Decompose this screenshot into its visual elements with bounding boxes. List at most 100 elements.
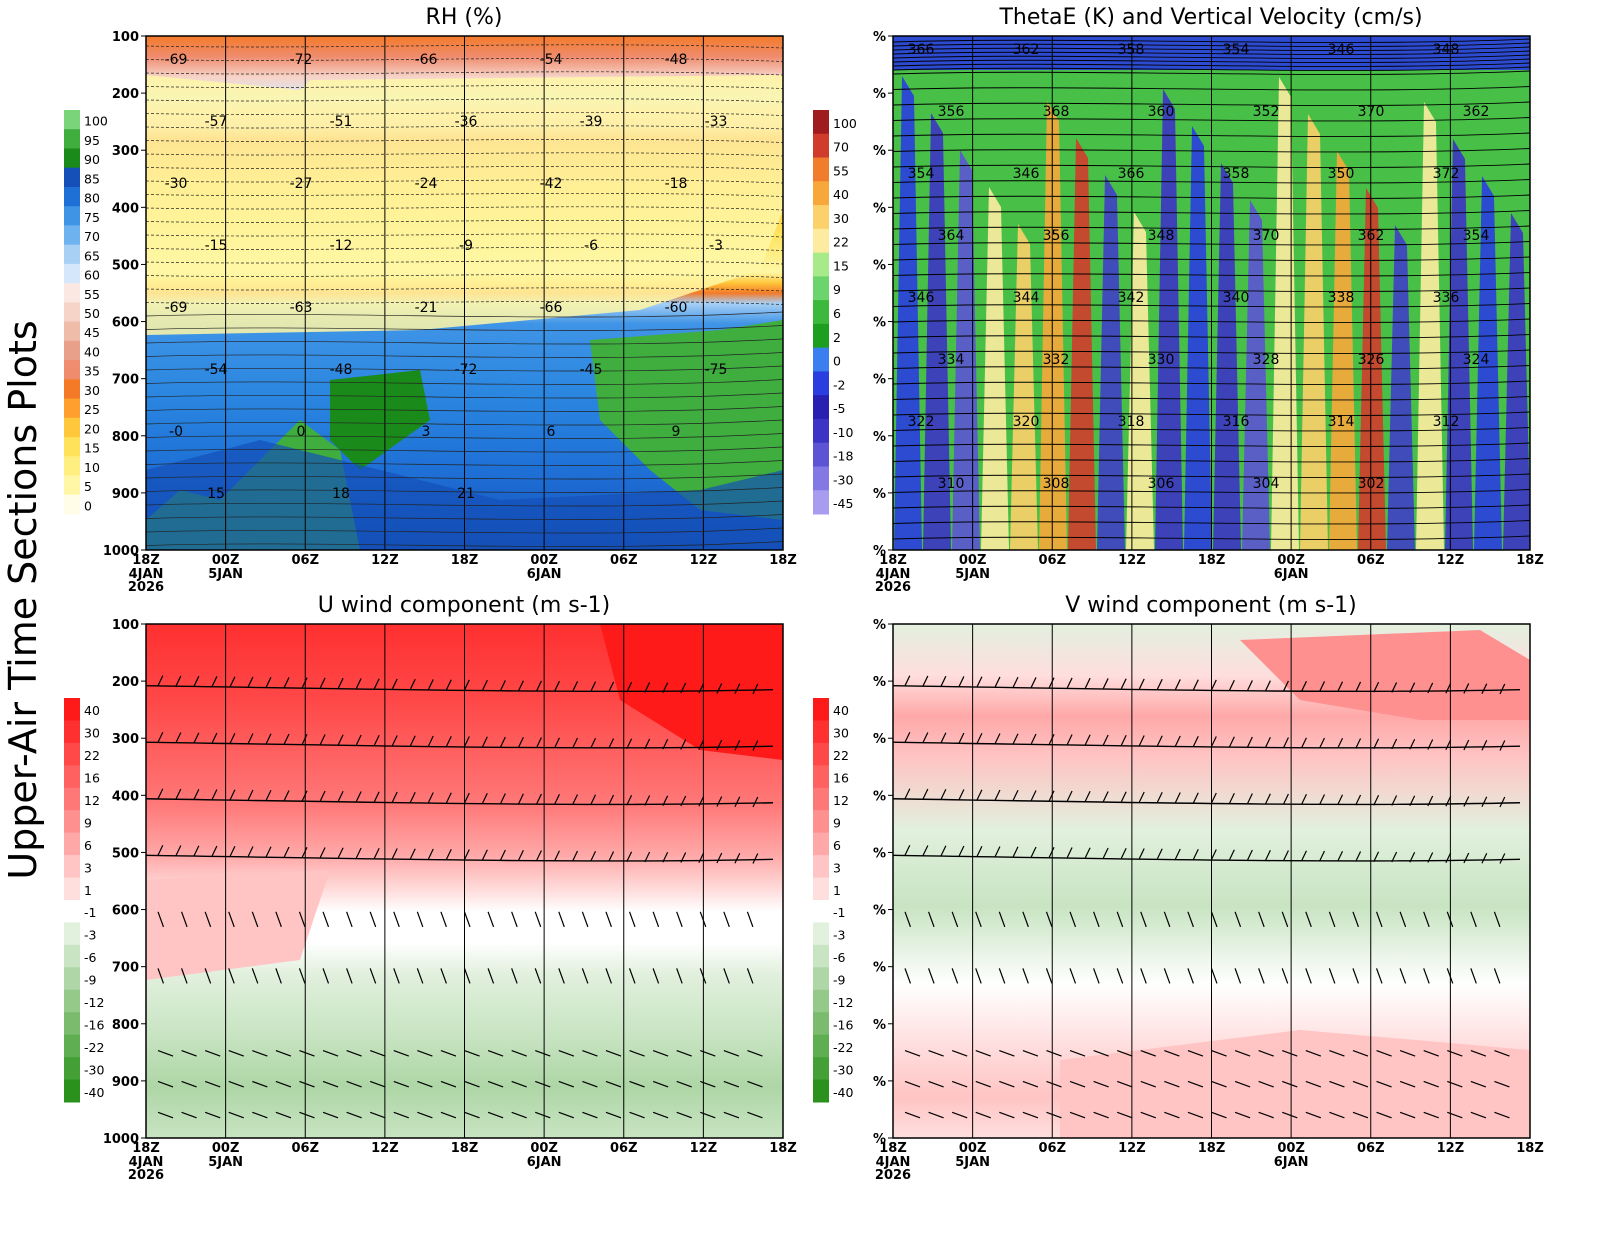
rh-isotherm	[146, 111, 783, 116]
wind-barb	[1376, 1111, 1392, 1119]
wind-barb	[662, 852, 669, 863]
v-time-tick: 06Z	[1038, 1141, 1066, 1156]
wind-barb	[1258, 1050, 1274, 1057]
wind-barb	[391, 678, 398, 690]
u-colorbar-swatch	[64, 765, 80, 789]
wind-barb	[1283, 737, 1289, 748]
v-colorbar-swatch	[813, 1012, 829, 1036]
wind-barb	[157, 675, 164, 686]
thetae-contour-label: 328	[1253, 352, 1280, 368]
wind-barb	[440, 911, 447, 928]
wind-barb	[298, 911, 306, 928]
wind-barb	[299, 1080, 315, 1088]
v-colorbar-swatch	[813, 877, 829, 901]
wind-barb	[1481, 796, 1488, 808]
thetae-contour	[893, 66, 1530, 71]
wind-barb	[283, 677, 290, 688]
thetae-contour-label: 334	[938, 352, 965, 368]
wind-barb	[536, 850, 542, 861]
u-time-tick: 12Z	[690, 1141, 718, 1156]
wind-barb	[1470, 911, 1477, 928]
wind-barb	[1156, 735, 1163, 746]
thetae-velocity-cell	[981, 187, 1009, 550]
thetae-velocity-cell	[1155, 89, 1183, 550]
wind-barb	[373, 791, 380, 803]
wind-barb	[1305, 911, 1312, 928]
wind-barb	[1140, 1080, 1157, 1088]
rh-contour-label: -24	[415, 176, 438, 192]
wind-barb	[652, 1080, 669, 1088]
thetae-contour-label: 366	[908, 42, 935, 58]
wind-barb	[319, 790, 326, 802]
wind-barb	[608, 794, 615, 806]
theta-colorbar-label: 2	[833, 330, 841, 345]
wind-barb	[1116, 968, 1124, 984]
wind-barb	[228, 1050, 244, 1057]
wind-barb	[322, 1080, 339, 1088]
wind-barb	[629, 1111, 645, 1119]
rh-colorbar-label: 70	[84, 229, 100, 244]
wind-barb	[1211, 1111, 1227, 1119]
wind-barb	[157, 845, 164, 856]
wind-barb	[652, 1111, 669, 1119]
wind-barb	[1069, 1050, 1086, 1057]
wind-barb	[904, 968, 912, 984]
theta-date-tick: 2026	[875, 580, 911, 595]
wind-barb	[1156, 848, 1163, 860]
rh-colorbar-label: 90	[84, 152, 100, 167]
u-wind-frame	[145, 623, 784, 1139]
theta-colorbar-label: 22	[833, 235, 849, 250]
thetae-contour	[893, 318, 1530, 323]
wind-barb	[175, 845, 182, 856]
wind-barb	[445, 679, 452, 690]
rh-pressure-tick: 200	[112, 87, 139, 102]
rh-colorbar-label: 45	[84, 325, 100, 340]
wind-barb	[1046, 1080, 1062, 1088]
wind-barb	[700, 1050, 716, 1057]
rh-colorbar-swatch	[64, 360, 80, 380]
wind-barb	[283, 733, 290, 745]
wind-barb	[1247, 680, 1253, 691]
u-colorbar-label: 40	[84, 703, 100, 718]
wind-barb	[629, 1050, 645, 1057]
wind-barb	[193, 789, 200, 800]
thetae-contour-label: 340	[1223, 290, 1250, 306]
thetae-contour	[893, 163, 1530, 168]
wind-barb	[1355, 794, 1362, 806]
wind-barb	[481, 736, 488, 747]
thetae-frame	[892, 35, 1531, 551]
wind-barb	[1373, 738, 1380, 749]
wind-barb	[928, 968, 935, 984]
wind-barb	[608, 681, 615, 693]
wind-barb	[204, 1111, 221, 1119]
v-time-tick: 18Z	[879, 1141, 907, 1156]
wind-barb	[1093, 1111, 1109, 1119]
thetae-contour-label: 306	[1148, 476, 1175, 492]
wind-barb	[534, 911, 542, 928]
wind-barb	[1210, 849, 1217, 860]
thetae-contour	[893, 194, 1530, 199]
wind-barb	[1012, 676, 1019, 688]
wind-barb	[1228, 793, 1235, 804]
thetae-contour-label: 312	[1433, 414, 1460, 430]
wind-barb	[746, 911, 754, 928]
thetae-contour-label: 338	[1328, 290, 1355, 306]
rh-colorbar-swatch	[64, 398, 80, 419]
theta-colorbar-label: 9	[833, 282, 841, 297]
thetae-contour	[893, 117, 1530, 122]
v-date-tick: 2026	[875, 1168, 911, 1183]
rh-pressure-tick: 700	[112, 373, 139, 388]
u-time-tick: 06Z	[610, 1141, 638, 1156]
wind-barb	[1352, 1080, 1369, 1088]
rh-contour-label: -12	[330, 238, 353, 254]
rh-colorbar-label: 80	[84, 191, 100, 206]
rh-colorbar-swatch	[64, 475, 80, 496]
wind-barb	[734, 796, 741, 808]
wind-barb	[626, 681, 633, 693]
wind-barb	[369, 1050, 386, 1057]
u-time-tick: 12Z	[371, 1141, 399, 1156]
rh-isotherm	[146, 473, 783, 480]
wind-barb-shaft-line	[893, 741, 1521, 749]
wind-barb	[1022, 1050, 1039, 1057]
thetae-contour	[893, 101, 1530, 106]
